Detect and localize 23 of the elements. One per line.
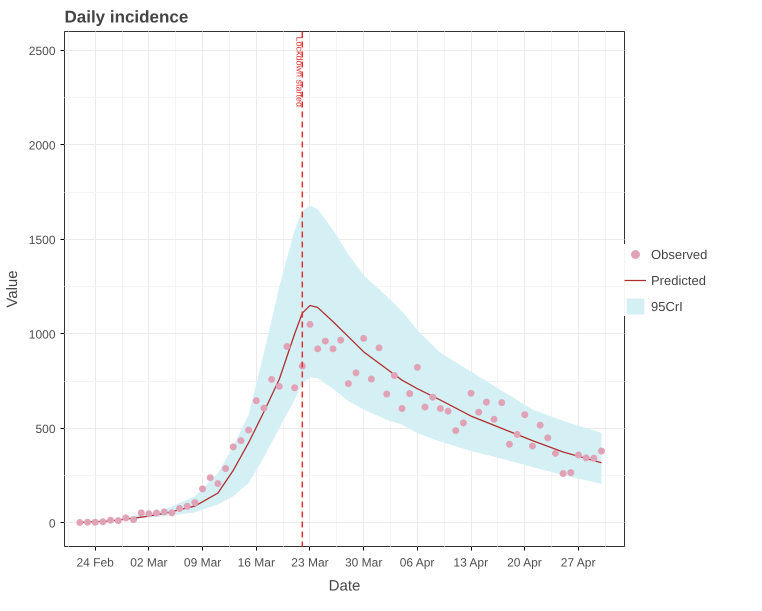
x-tick-label: 20 Apr <box>507 556 542 570</box>
x-tick-label: 09 Mar <box>184 556 222 570</box>
x-tick-label: 24 Feb <box>76 556 114 570</box>
x-axis-title: Date <box>328 578 360 594</box>
chart-title: Daily incidence <box>64 8 188 26</box>
y-axis-title: Value <box>4 270 21 308</box>
y-tick-label: 0 <box>48 516 56 530</box>
y-tick-label: 1000 <box>28 327 56 342</box>
x-tick-label: 27 Apr <box>560 556 596 570</box>
x-tick-label: 23 Mar <box>291 556 329 570</box>
x-tick-label: 16 Mar <box>238 556 275 570</box>
y-tick-label: 2500 <box>28 44 56 58</box>
legend-label: 95CrI <box>651 298 683 314</box>
legend-label: Observed <box>651 246 708 262</box>
y-tick-label: 1500 <box>28 232 56 247</box>
x-tick-label: 02 Mar <box>130 556 168 570</box>
x-tick-label: 30 Mar <box>345 556 382 570</box>
legend-label: Predicted <box>651 272 706 288</box>
y-tick-label: 2000 <box>28 138 56 152</box>
x-tick-label: 06 Apr <box>400 556 434 570</box>
x-tick-label: 13 Apr <box>453 556 488 570</box>
ref-line-label: Lockdown started <box>294 36 304 108</box>
y-tick-label: 500 <box>35 422 56 436</box>
